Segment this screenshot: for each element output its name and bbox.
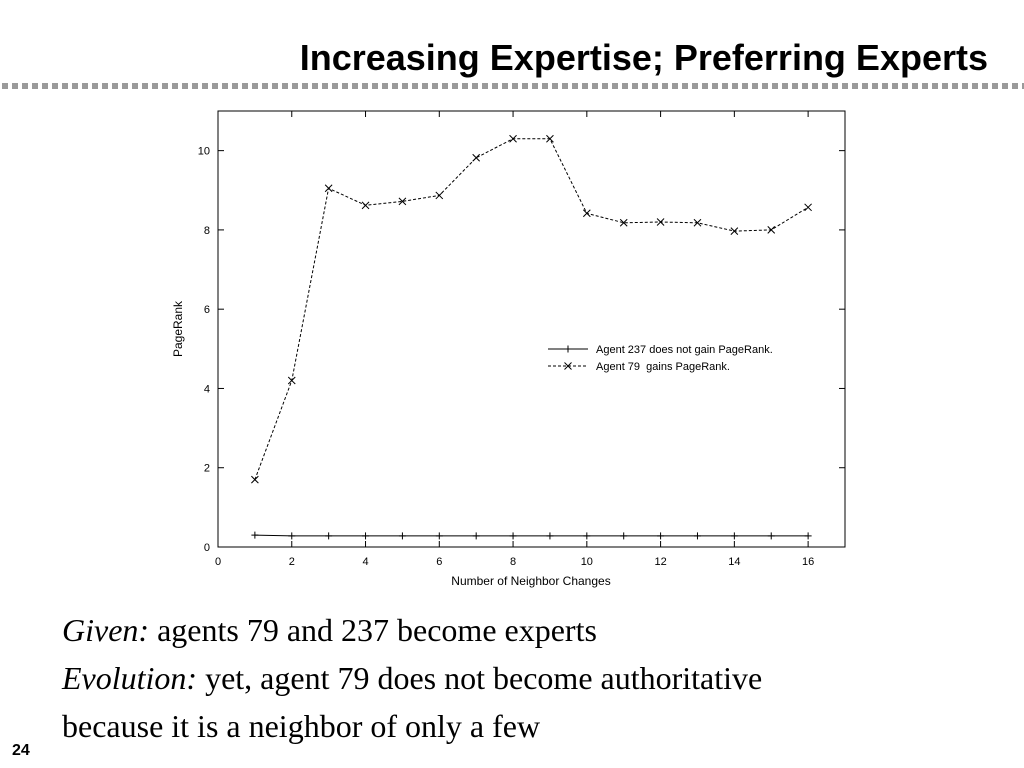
plot-frame <box>217 110 846 548</box>
body-line-continuation: because it is a neighbor of only a few <box>62 708 541 744</box>
body-line-given: Given: agents 79 and 237 become experts <box>62 606 992 654</box>
series-2-point <box>546 134 554 143</box>
series-2-point <box>767 226 776 234</box>
series-2-point <box>693 218 702 227</box>
given-text: agents 79 and 237 become experts <box>149 612 597 648</box>
series-1-point <box>251 531 259 539</box>
series-line-1 <box>254 534 809 537</box>
series-1-point <box>583 532 591 540</box>
y-tick-label: 4 <box>204 383 210 395</box>
series-2-point <box>730 227 739 235</box>
series-2-point <box>324 184 333 193</box>
series-line-2 <box>254 138 809 480</box>
axis-ticks: 0 2 4 6 8 10 12 14 16 0 2 4 6 8 10 <box>198 111 845 568</box>
y-tick-label: 8 <box>204 225 210 237</box>
x-tick-label: 2 <box>289 556 295 568</box>
series-1-point <box>657 532 665 540</box>
series-2-point <box>619 218 628 227</box>
series-1-point <box>472 532 480 540</box>
series-2-point <box>251 475 259 484</box>
series-1-point <box>620 532 628 540</box>
series-1-point <box>804 532 812 540</box>
series-2-point <box>435 191 444 200</box>
x-tick-label: 10 <box>581 556 593 568</box>
series-1-point <box>509 532 517 540</box>
x-tick-label: 8 <box>510 556 516 568</box>
x-tick-label: 0 <box>215 556 221 568</box>
series-1-point <box>398 532 406 540</box>
series-1-point <box>693 532 701 540</box>
series-1-point <box>362 532 370 540</box>
slide-body: Given: agents 79 and 237 become experts … <box>62 606 992 750</box>
x-tick-label: 12 <box>654 556 666 568</box>
series-1-point <box>767 532 775 540</box>
x-tick-label: 4 <box>362 556 368 568</box>
series-2-point <box>582 209 591 218</box>
series-2-point <box>656 218 665 226</box>
y-tick-label: 0 <box>204 542 210 554</box>
series-1-point <box>325 532 333 540</box>
x-axis-label: Number of Neighbor Changes <box>451 574 610 588</box>
series-2-point <box>287 376 296 385</box>
y-axis-label: PageRank <box>171 300 185 357</box>
y-tick-label: 6 <box>204 304 210 316</box>
pagerank-line-chart: 0 2 4 6 8 10 12 14 16 0 2 4 6 8 10 Agent 237 does not … <box>171 110 846 588</box>
evolution-text: yet, agent 79 does not become authoritat… <box>197 660 763 696</box>
series-1-point <box>435 532 443 540</box>
slide-number: 24 <box>12 742 30 759</box>
series-1-point <box>288 532 296 540</box>
x-tick-label: 14 <box>728 556 740 568</box>
legend-label-2: Agent 79 gains PageRank. <box>596 361 730 373</box>
legend-marker-1 <box>564 345 572 353</box>
slide-title: Increasing Expertise; Preferring Experts <box>299 37 988 78</box>
y-tick-label: 2 <box>204 463 210 475</box>
series-2-point <box>804 203 812 212</box>
title-dotted-rule <box>2 83 1024 89</box>
x-tick-label: 16 <box>802 556 814 568</box>
evolution-label: Evolution: <box>62 660 198 696</box>
series-2-point <box>509 134 517 143</box>
series-layer <box>251 134 812 540</box>
given-label: Given: <box>62 612 150 648</box>
series-2-point <box>472 153 481 162</box>
x-tick-label: 6 <box>436 556 442 568</box>
legend-label-1: Agent 237 does not gain PageRank. <box>596 344 773 356</box>
series-1-point <box>730 532 738 540</box>
body-line-evolution: Evolution: yet, agent 79 does not become… <box>62 654 992 702</box>
legend-marker-2 <box>564 362 572 370</box>
series-2-point <box>398 197 407 206</box>
series-2-point <box>361 201 370 210</box>
y-tick-label: 10 <box>198 146 210 158</box>
series-1-point <box>546 532 554 540</box>
legend: Agent 237 does not gain PageRank. Agent 7… <box>548 344 773 373</box>
